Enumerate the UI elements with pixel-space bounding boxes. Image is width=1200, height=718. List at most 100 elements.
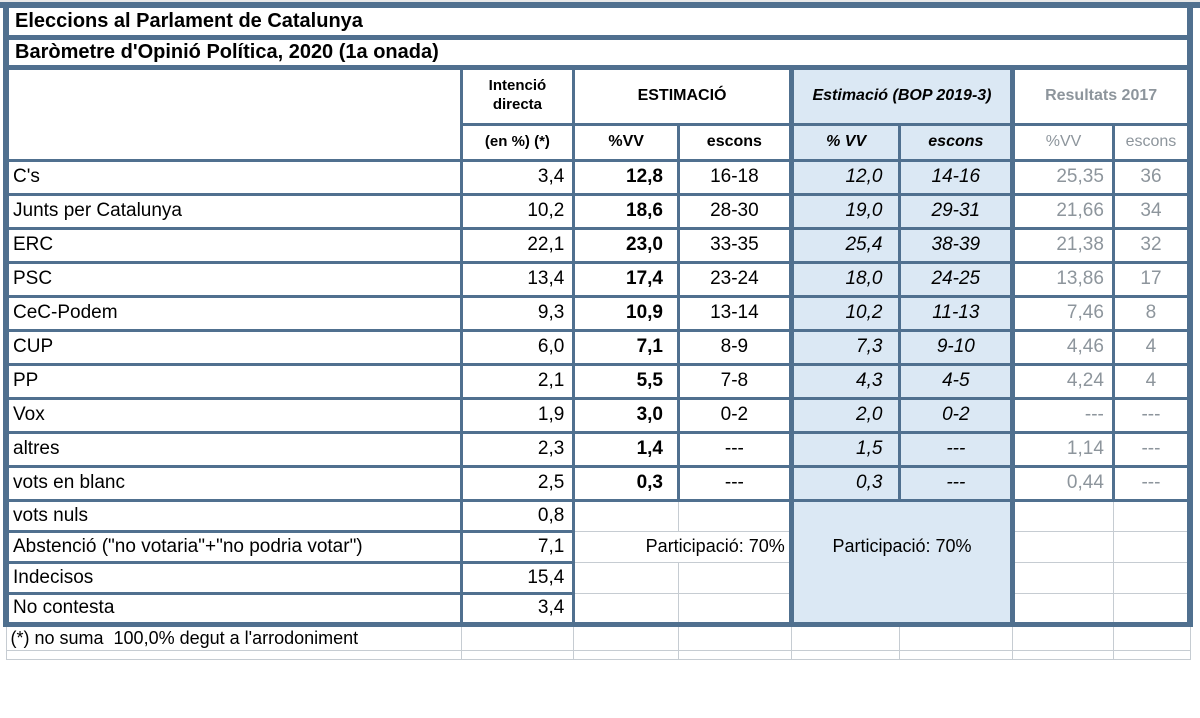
resultats-vv-value: 13,86 [1011,260,1115,298]
intencio-value: 2,1 [459,362,576,400]
resultats-vv-value: 4,24 [1011,362,1115,400]
estimacio-escons-value: 8-9 [677,328,793,366]
resultats-escons-value: 36 [1111,158,1193,196]
row-label: vots nuls [2,498,463,533]
intencio-value: 15,4 [459,560,576,595]
empty-cell [678,561,792,594]
empty-cell [1012,530,1114,563]
header-empty-corner [2,65,463,162]
header-group-row: Intenció directa ESTIMACIÓ Estimació (BO… [2,65,1194,162]
resultats-escons-value: 17 [1111,260,1193,298]
bop-escons-value: 29-31 [898,192,1016,230]
subtitle-row: Baròmetre d'Opinió Política, 2020 (1a on… [3,37,1193,70]
empty-cell [5,649,462,660]
bop-vv-value: 7,3 [788,328,902,366]
table-row: Indecisos 15,4 [2,560,1193,595]
bop-vv-value: 18,0 [788,260,902,298]
header-bop-escons: escons [898,122,1016,162]
empty-cell [678,649,792,660]
intencio-value: 1,9 [459,396,576,434]
bop-escons-value: 4-5 [898,362,1016,400]
party-label: ERC [2,226,463,264]
empty-cell [678,592,792,627]
party-label: PSC [2,260,463,298]
empty-cell [1112,499,1193,532]
intencio-value: 13,4 [459,260,576,298]
intencio-value: 22,1 [459,226,576,264]
bop-escons-value: --- [898,430,1016,468]
resultats-vv-value: 0,44 [1011,464,1115,502]
header-resultats-escons: escons [1111,122,1193,162]
estimacio-escons-value: 33-35 [677,226,793,264]
intencio-value: 3,4 [459,158,576,196]
bop-escons-value: 24-25 [898,260,1016,298]
bop-vv-value: 1,5 [788,430,902,468]
table-row: vots nuls 0,8 Participació: 70% [2,498,1193,627]
header-estimacio-vv: %VV [572,122,680,162]
estimacio-escons-value: 13-14 [677,294,793,332]
row-label: No contesta [2,591,463,627]
resultats-vv-value: 21,38 [1011,226,1115,264]
estimacio-escons-value: 23-24 [677,260,793,298]
empty-cell [460,623,575,651]
party-label: PP [2,362,463,400]
bop-vv-value: 19,0 [788,192,902,230]
window-edge-strip [0,0,1200,2]
empty-cell [573,499,679,532]
grid-overflow-row [5,649,1191,660]
resultats-escons-value: 8 [1111,294,1193,332]
party-label: C's [2,158,463,196]
page-subtitle: Baròmetre d'Opinió Política, 2020 (1a on… [3,37,1193,70]
resultats-vv-value: 25,35 [1011,158,1115,196]
empty-cell [899,623,1014,651]
table-row: PP 2,1 5,5 7-8 4,3 4-5 4,24 4 [2,362,1193,400]
party-label: CUP [2,328,463,366]
bop-escons-value: 14-16 [898,158,1016,196]
empty-cell [790,623,901,651]
header-sub-row: (en %) (*) %VV escons % VV escons %VV es… [6,122,1193,162]
estimacio-vv-value: 18,6 [572,192,680,230]
table-row: vots en blanc 2,5 0,3 --- 0,3 --- 0,44 -… [2,464,1193,502]
header-estimacio-escons: escons [677,122,793,162]
empty-cell [573,592,679,627]
resultats-escons-value: 34 [1111,192,1193,230]
bop-escons-value: 9-10 [898,328,1016,366]
estimacio-vv-value: 7,1 [572,328,680,366]
intencio-value: 9,3 [459,294,576,332]
header-en-percent: (en %) (*) [459,122,576,162]
estimacio-vv-value: 17,4 [572,260,680,298]
empty-cell [1112,623,1191,651]
table-row: CUP 6,0 7,1 8-9 7,3 9-10 4,46 4 [2,328,1193,366]
party-label: altres [2,430,463,468]
party-label: Vox [2,396,463,434]
bop-vv-value: 10,2 [788,294,902,332]
resultats-vv-value: 21,66 [1011,192,1115,230]
estimacio-vv-value: 12,8 [572,158,680,196]
bop-escons-value: --- [898,464,1016,502]
estimacio-vv-value: 3,0 [572,396,680,434]
estimacio-escons-value: 16-18 [677,158,793,196]
resultats-escons-value: --- [1111,430,1193,468]
table-row: Junts per Catalunya 10,2 18,6 28-30 19,0… [2,192,1193,230]
intencio-value: 6,0 [459,328,576,366]
bop-vv-value: 0,3 [788,464,902,502]
table-row: No contesta 3,4 [2,591,1193,627]
empty-cell [1012,592,1114,627]
table-row: PSC 13,4 17,4 23-24 18,0 24-25 13,86 17 [2,260,1193,298]
empty-cell [573,561,679,594]
empty-cell [1012,499,1114,532]
party-label: Junts per Catalunya [2,192,463,230]
header-resultats-vv: %VV [1011,122,1115,162]
page-title: Eleccions al Parlament de Catalunya [3,8,1193,40]
row-label: Abstenció ("no votaria"+"no podria votar… [2,529,463,564]
bop-vv-value: 4,3 [788,362,902,400]
empty-cell [1112,561,1193,594]
estimacio-vv-value: 23,0 [572,226,680,264]
intencio-value: 10,2 [459,192,576,230]
resultats-vv-value: 1,14 [1011,430,1115,468]
empty-cell [678,499,792,532]
estimacio-vv-value: 0,3 [572,464,680,502]
resultats-escons-value: 32 [1111,226,1193,264]
bop-vv-value: 25,4 [788,226,902,264]
table-row: CeC-Podem 9,3 10,9 13-14 10,2 11-13 7,46… [2,294,1193,332]
